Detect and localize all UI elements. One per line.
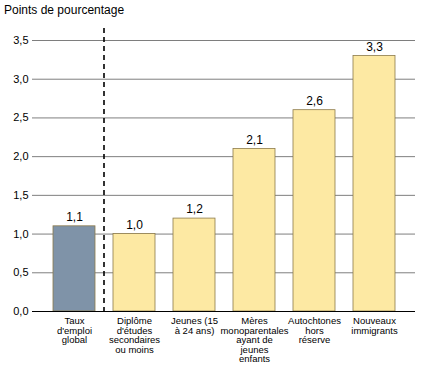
svg-text:Jeunes (15à 24 ans): Jeunes (15à 24 ans) xyxy=(171,315,218,336)
svg-text:Autochtoneshorsréserve: Autochtoneshorsréserve xyxy=(288,315,341,345)
svg-text:2,6: 2,6 xyxy=(306,94,323,108)
svg-text:1,0: 1,0 xyxy=(13,228,28,240)
svg-text:1,1: 1,1 xyxy=(66,210,83,224)
svg-text:1,2: 1,2 xyxy=(186,202,203,216)
svg-text:Diplômed'étudessecondairesou m: Diplômed'étudessecondairesou moins xyxy=(109,315,160,355)
svg-text:0,5: 0,5 xyxy=(13,266,28,278)
svg-text:0,0: 0,0 xyxy=(13,305,28,317)
svg-text:2,0: 2,0 xyxy=(13,150,28,162)
svg-text:2,1: 2,1 xyxy=(246,133,263,147)
svg-text:1,5: 1,5 xyxy=(13,189,28,201)
svg-text:Tauxd'emploiglobal: Tauxd'emploiglobal xyxy=(57,315,92,345)
svg-text:3,0: 3,0 xyxy=(13,73,28,85)
svg-text:Nouveauximmigrants: Nouveauximmigrants xyxy=(351,315,398,336)
svg-text:Mèresmonoparentalesayant dejeu: Mèresmonoparentalesayant dejeunesenfants xyxy=(220,315,288,364)
svg-text:1,0: 1,0 xyxy=(126,218,143,232)
svg-text:2,5: 2,5 xyxy=(13,111,28,123)
svg-text:3,3: 3,3 xyxy=(366,40,383,54)
html-text:Points de pourcentage: Points de pourcentage xyxy=(4,3,125,17)
svg-text:3,5: 3,5 xyxy=(13,34,28,46)
